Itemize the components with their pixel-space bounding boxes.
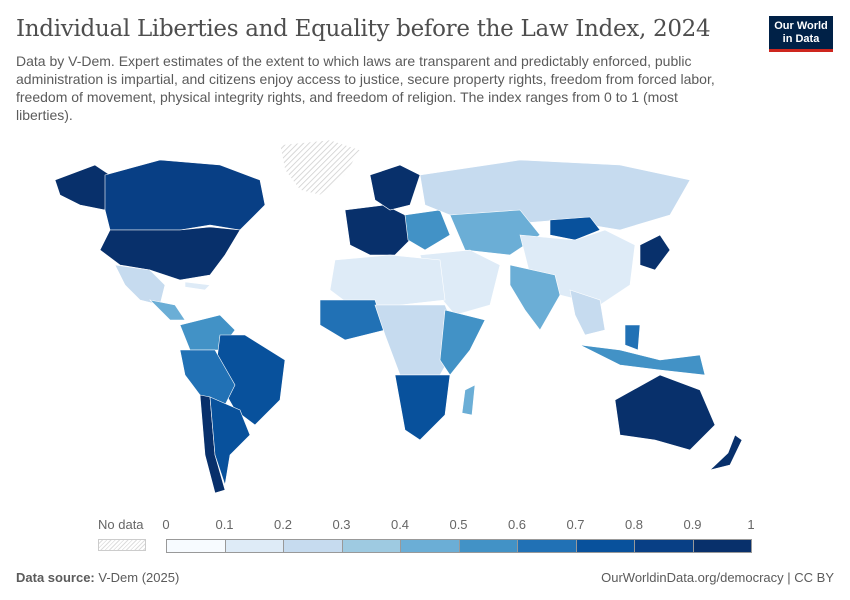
legend-tick: 1 [747,517,755,532]
region-cuba[interactable] [184,281,211,291]
region-new-zealand[interactable] [708,434,743,471]
chart-subtitle: Data by V-Dem. Expert estimates of the e… [16,53,715,123]
no-data-label: No data [98,517,144,532]
region-eastern-europe[interactable] [404,209,451,251]
region-southern-africa[interactable] [394,374,451,441]
legend-bin[interactable] [635,540,694,552]
source-url[interactable]: OurWorldinData.org/democracy | CC BY [601,570,834,585]
legend-tick: 0 [162,517,170,532]
chart-title: Individual Liberties and Equality before… [16,16,711,42]
region-west-africa[interactable] [319,299,386,341]
world-map[interactable] [0,135,850,505]
region-east-africa[interactable] [439,309,486,376]
region-australia[interactable] [614,374,716,451]
region-indonesia[interactable] [579,344,706,376]
region-argentina[interactable] [209,396,251,486]
region-scandinavia[interactable] [369,164,421,211]
legend-tick: 0.5 [449,517,468,532]
no-data-swatch[interactable] [98,539,146,551]
region-alaska[interactable] [54,164,111,211]
region-madagascar[interactable] [461,384,476,416]
legend-tick: 0.1 [215,517,234,532]
legend-tick: 0.9 [683,517,702,532]
legend-bin[interactable] [518,540,577,552]
legend-bin[interactable] [284,540,343,552]
legend-tick: 0.3 [332,517,351,532]
legend-bin[interactable] [459,540,518,552]
region-india[interactable] [509,264,561,331]
legend-bin[interactable] [576,540,635,552]
region-japan-korea[interactable] [639,234,671,271]
region-canada[interactable] [104,159,266,231]
data-source: Data source: V-Dem (2025) [16,570,180,585]
region-mongolia[interactable] [549,216,601,241]
legend-bins [166,539,752,553]
legend-bin[interactable] [225,540,284,552]
legend-tick: 0.6 [507,517,527,532]
legend-bin[interactable] [342,540,401,552]
owid-logo[interactable]: Our World in Data [769,16,833,52]
region-central-america[interactable] [149,299,186,321]
legend-tick: 0.4 [390,517,410,532]
legend-bin[interactable] [167,540,226,552]
region-southeast-asia[interactable] [569,289,606,336]
region-north-africa[interactable] [329,254,446,306]
region-greenland[interactable] [279,139,361,196]
region-western-europe[interactable] [344,204,411,256]
color-legend: No data 0 0.1 0.2 0.3 0.4 0.5 0.6 0.7 0.8 0.9 1 [0,515,850,555]
legend-bin[interactable] [401,540,460,552]
region-philippines[interactable] [624,324,641,351]
legend-tick: 0.2 [273,517,293,532]
legend-tick: 0.7 [566,517,585,532]
legend-tick: 0.8 [624,517,644,532]
region-usa[interactable] [99,226,241,281]
legend-bin[interactable] [693,540,752,552]
